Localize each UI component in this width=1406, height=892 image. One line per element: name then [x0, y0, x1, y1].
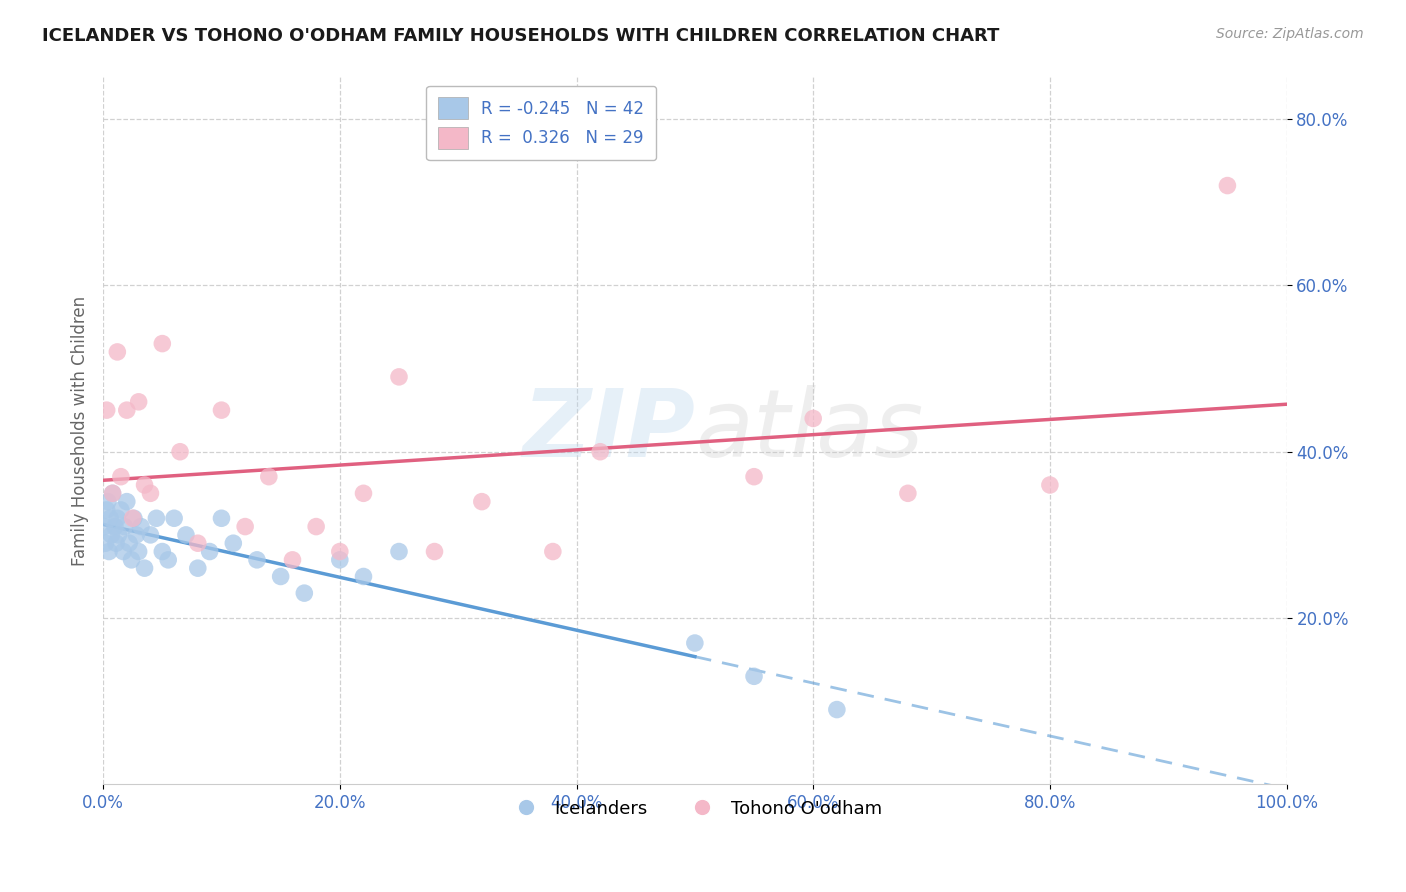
Point: [589, 444, 612, 458]
Point: [101, 486, 124, 500]
Point: [115, 494, 138, 508]
Point: [801, 411, 824, 425]
Point: [104, 519, 127, 533]
Point: [105, 511, 128, 525]
Point: [128, 544, 150, 558]
Point: [388, 370, 411, 384]
Point: [94, 536, 117, 550]
Point: [97, 494, 120, 508]
Point: [683, 636, 706, 650]
Point: [150, 336, 173, 351]
Point: [211, 403, 233, 417]
Point: [222, 536, 245, 550]
Point: [329, 553, 352, 567]
Point: [246, 553, 269, 567]
Point: [105, 345, 128, 359]
Y-axis label: Family Households with Children: Family Households with Children: [72, 296, 89, 566]
Point: [98, 544, 121, 558]
Point: [157, 553, 180, 567]
Point: [742, 669, 765, 683]
Point: [257, 469, 280, 483]
Point: [134, 561, 156, 575]
Point: [112, 544, 135, 558]
Point: [96, 503, 118, 517]
Point: [187, 561, 209, 575]
Point: [96, 403, 118, 417]
Point: [125, 528, 148, 542]
Point: [281, 553, 304, 567]
Point: [150, 544, 173, 558]
Point: [121, 511, 143, 525]
Point: [105, 536, 128, 550]
Point: [122, 511, 145, 525]
Point: [1039, 478, 1062, 492]
Point: [107, 528, 129, 542]
Point: [98, 511, 121, 525]
Point: [292, 586, 315, 600]
Point: [305, 519, 328, 533]
Point: [329, 544, 352, 558]
Point: [114, 519, 136, 533]
Point: [101, 486, 124, 500]
Point: [1216, 178, 1239, 193]
Point: [471, 494, 494, 508]
Point: [110, 469, 132, 483]
Text: ZIP: ZIP: [522, 385, 695, 477]
Point: [169, 444, 191, 458]
Point: [129, 519, 152, 533]
Point: [897, 486, 920, 500]
Text: atlas: atlas: [695, 385, 924, 476]
Point: [118, 536, 141, 550]
Point: [187, 536, 209, 550]
Point: [145, 511, 167, 525]
Point: [211, 511, 233, 525]
Point: [825, 702, 848, 716]
Point: [198, 544, 221, 558]
Point: [128, 394, 150, 409]
Point: [174, 528, 197, 542]
Point: [121, 553, 143, 567]
Point: [742, 469, 765, 483]
Text: Source: ZipAtlas.com: Source: ZipAtlas.com: [1216, 27, 1364, 41]
Legend: Icelanders, Tohono O'odham: Icelanders, Tohono O'odham: [501, 792, 889, 825]
Point: [423, 544, 446, 558]
Point: [115, 403, 138, 417]
Point: [353, 486, 375, 500]
Point: [139, 528, 162, 542]
Point: [100, 528, 122, 542]
Point: [353, 569, 375, 583]
Point: [270, 569, 292, 583]
Point: [541, 544, 564, 558]
Text: ICELANDER VS TOHONO O'ODHAM FAMILY HOUSEHOLDS WITH CHILDREN CORRELATION CHART: ICELANDER VS TOHONO O'ODHAM FAMILY HOUSE…: [42, 27, 1000, 45]
Point: [163, 511, 186, 525]
Point: [139, 486, 162, 500]
Point: [388, 544, 411, 558]
Point: [233, 519, 256, 533]
Point: [93, 519, 115, 533]
Point: [110, 503, 132, 517]
Point: [134, 478, 156, 492]
